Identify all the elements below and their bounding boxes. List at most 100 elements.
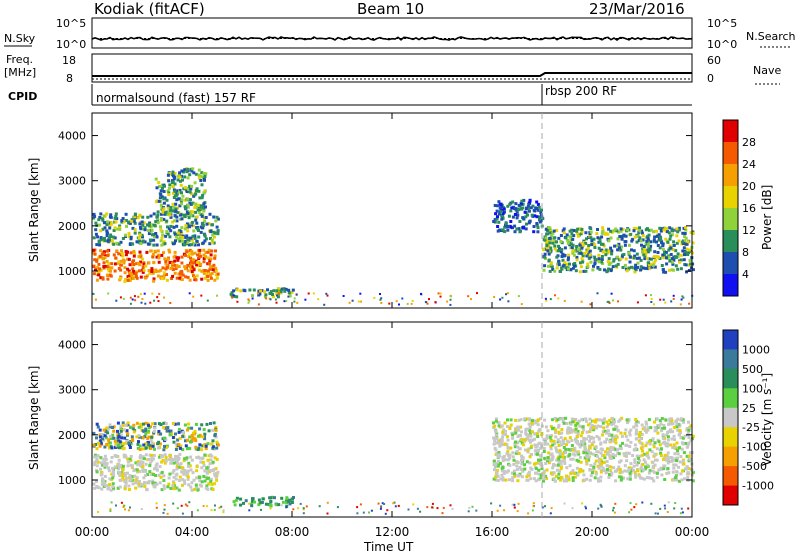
data-cell — [129, 455, 133, 458]
data-cell — [547, 461, 551, 465]
data-cell — [638, 236, 642, 240]
data-cell — [98, 439, 102, 443]
data-cell — [178, 276, 182, 280]
data-cell — [643, 257, 647, 261]
data-cell — [527, 202, 531, 206]
data-cell — [563, 461, 567, 465]
data-cell — [154, 220, 158, 224]
data-cell — [492, 463, 496, 467]
data-cell — [159, 203, 163, 207]
data-cell — [588, 253, 592, 257]
data-cell — [659, 454, 663, 458]
data-cell — [102, 261, 106, 265]
data-cell — [117, 458, 121, 462]
data-cell — [175, 215, 179, 219]
data-cell — [175, 472, 179, 476]
data-cell — [200, 214, 204, 218]
data-cell — [203, 469, 207, 473]
data-cell — [535, 452, 539, 456]
data-cell — [235, 496, 239, 500]
data-cell — [191, 436, 195, 440]
data-cell — [232, 289, 236, 293]
data-cell — [162, 240, 166, 244]
data-cell — [141, 455, 145, 459]
data-cell — [200, 171, 204, 175]
data-cell — [558, 440, 562, 444]
data-cell — [168, 213, 172, 217]
data-cell — [105, 443, 109, 446]
data-cell — [107, 438, 111, 442]
data-cell — [513, 213, 517, 216]
data-cell — [645, 451, 649, 455]
data-cell — [213, 434, 217, 438]
data-cell — [293, 300, 296, 303]
data-cell — [521, 216, 525, 220]
data-cell — [617, 242, 621, 246]
data-cell — [527, 470, 531, 474]
data-cell — [664, 250, 668, 254]
data-cell — [516, 213, 520, 217]
data-cell — [684, 242, 688, 246]
data-cell — [154, 464, 158, 468]
data-cell — [148, 238, 152, 242]
data-cell — [152, 238, 156, 242]
data-cell — [525, 478, 529, 482]
data-cell — [162, 217, 166, 221]
data-cell — [583, 456, 587, 460]
data-cell — [565, 422, 569, 425]
data-cell — [122, 261, 126, 265]
data-cell — [276, 294, 278, 297]
data-cell — [620, 237, 624, 241]
data-cell — [214, 475, 218, 479]
data-cell — [529, 477, 533, 481]
data-cell — [280, 287, 284, 291]
data-cell — [157, 431, 161, 435]
data-cell — [630, 265, 634, 269]
data-cell — [638, 459, 642, 463]
data-cell — [537, 429, 541, 433]
data-cell — [397, 504, 400, 507]
data-cell — [532, 225, 536, 228]
data-cell — [575, 247, 579, 251]
data-cell — [638, 229, 642, 233]
data-cell — [650, 450, 654, 454]
data-cell — [574, 430, 578, 434]
data-cell — [669, 234, 673, 238]
data-cell — [583, 445, 587, 449]
data-cell — [176, 258, 180, 262]
data-cell — [600, 258, 604, 262]
data-cell — [113, 269, 117, 273]
data-cell — [203, 437, 207, 441]
data-cell — [496, 229, 500, 233]
data-cell — [381, 502, 384, 505]
data-cell — [677, 433, 681, 437]
data-cell — [520, 199, 524, 203]
data-cell — [501, 435, 505, 439]
data-cell — [536, 449, 540, 453]
data-cell — [671, 470, 675, 474]
data-cell — [570, 246, 574, 249]
data-cell — [193, 251, 197, 255]
data-cell — [655, 229, 658, 233]
data-cell — [206, 275, 210, 279]
data-cell — [124, 423, 128, 427]
data-cell — [594, 472, 598, 476]
data-cell — [592, 428, 596, 432]
data-cell — [590, 443, 594, 447]
data-cell — [691, 230, 695, 234]
data-cell — [665, 256, 668, 260]
data-cell — [640, 453, 644, 457]
data-cell — [112, 429, 116, 433]
data-cell — [127, 509, 130, 512]
data-cell — [185, 190, 189, 193]
data-cell — [155, 243, 159, 247]
data-cell — [128, 446, 132, 449]
data-cell — [670, 233, 674, 237]
data-cell — [515, 460, 519, 464]
cpid-segment-label: rbsp 200 RF — [545, 84, 617, 98]
data-cell — [97, 223, 101, 227]
data-cell — [665, 458, 669, 462]
data-cell — [299, 502, 302, 505]
freq-panel — [91, 53, 693, 83]
data-cell — [114, 215, 118, 218]
